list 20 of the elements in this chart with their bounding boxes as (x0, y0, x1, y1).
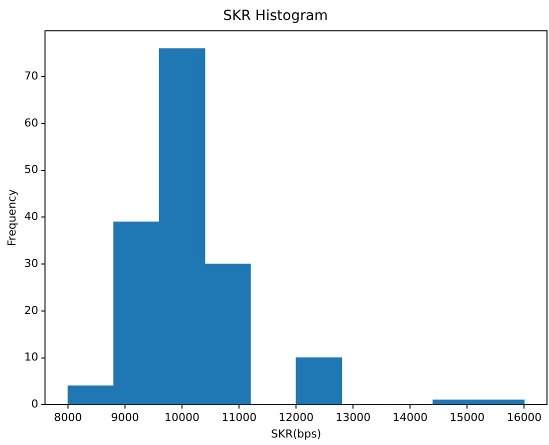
x-tick-label: 15000 (450, 411, 485, 424)
y-tick-label: 20 (24, 304, 38, 317)
chart-title: SKR Histogram (223, 8, 328, 24)
x-tick-label: 9000 (111, 411, 140, 424)
x-axis-title: SKR(bps) (271, 427, 322, 440)
y-tick-label: 0 (31, 397, 38, 410)
y-tick-label: 50 (24, 163, 38, 176)
x-tick-label: 10000 (164, 411, 200, 424)
x-tick-label: 11000 (222, 411, 257, 424)
x-tick-label: 14000 (392, 411, 428, 424)
y-tick-label: 30 (24, 256, 38, 270)
x-tick-label: 12000 (278, 411, 314, 424)
y-tick-label: 40 (24, 210, 38, 224)
y-tick-label: 70 (24, 70, 38, 83)
y-tick-label: 10 (24, 350, 38, 364)
x-tick-label: 13000 (336, 411, 371, 424)
y-tick-label: 60 (24, 116, 38, 130)
x-tick-label: 8000 (54, 411, 82, 424)
y-axis-title: Frequency (5, 188, 18, 246)
x-tick-label: 16000 (506, 411, 542, 424)
